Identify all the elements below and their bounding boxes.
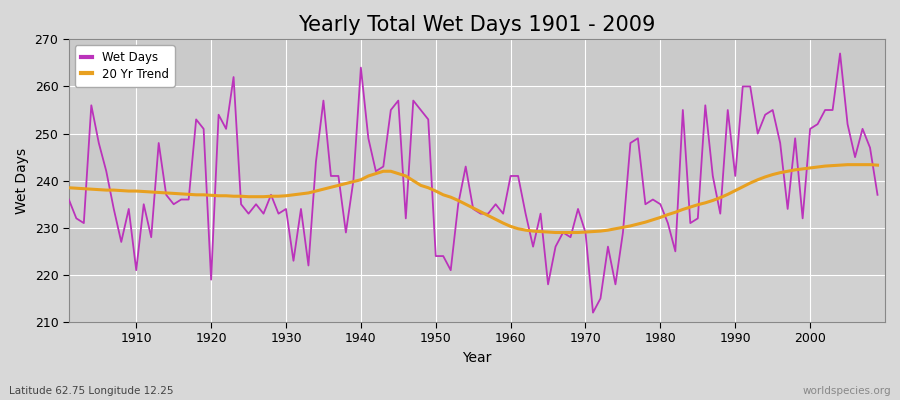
Wet Days xyxy=(588,310,598,315)
Wet Days xyxy=(834,51,845,56)
Line: 20 Yr Trend: 20 Yr Trend xyxy=(68,165,878,232)
Wet Days xyxy=(63,197,74,202)
Bar xyxy=(68,39,885,86)
Bar xyxy=(68,275,885,322)
20 Yr Trend xyxy=(842,162,853,167)
Bar xyxy=(68,134,885,181)
Bar xyxy=(68,228,885,275)
Wet Days xyxy=(505,174,516,178)
20 Yr Trend xyxy=(123,189,134,194)
Wet Days xyxy=(872,192,883,197)
Wet Days xyxy=(123,206,134,211)
20 Yr Trend xyxy=(872,163,883,168)
20 Yr Trend xyxy=(550,230,561,235)
Wet Days xyxy=(288,258,299,263)
20 Yr Trend xyxy=(603,228,614,232)
Legend: Wet Days, 20 Yr Trend: Wet Days, 20 Yr Trend xyxy=(75,45,175,86)
20 Yr Trend xyxy=(288,192,299,197)
20 Yr Trend xyxy=(63,185,74,190)
Text: Latitude 62.75 Longitude 12.25: Latitude 62.75 Longitude 12.25 xyxy=(9,386,174,396)
Bar xyxy=(68,86,885,134)
Wet Days xyxy=(603,244,614,249)
20 Yr Trend xyxy=(333,183,344,188)
20 Yr Trend xyxy=(505,224,516,229)
Y-axis label: Wet Days: Wet Days xyxy=(15,148,29,214)
Text: worldspecies.org: worldspecies.org xyxy=(803,386,891,396)
Wet Days xyxy=(498,211,508,216)
Line: Wet Days: Wet Days xyxy=(68,54,878,313)
X-axis label: Year: Year xyxy=(463,351,491,365)
Wet Days xyxy=(333,174,344,178)
Title: Yearly Total Wet Days 1901 - 2009: Yearly Total Wet Days 1901 - 2009 xyxy=(298,15,655,35)
20 Yr Trend xyxy=(498,221,508,226)
Bar xyxy=(68,181,885,228)
